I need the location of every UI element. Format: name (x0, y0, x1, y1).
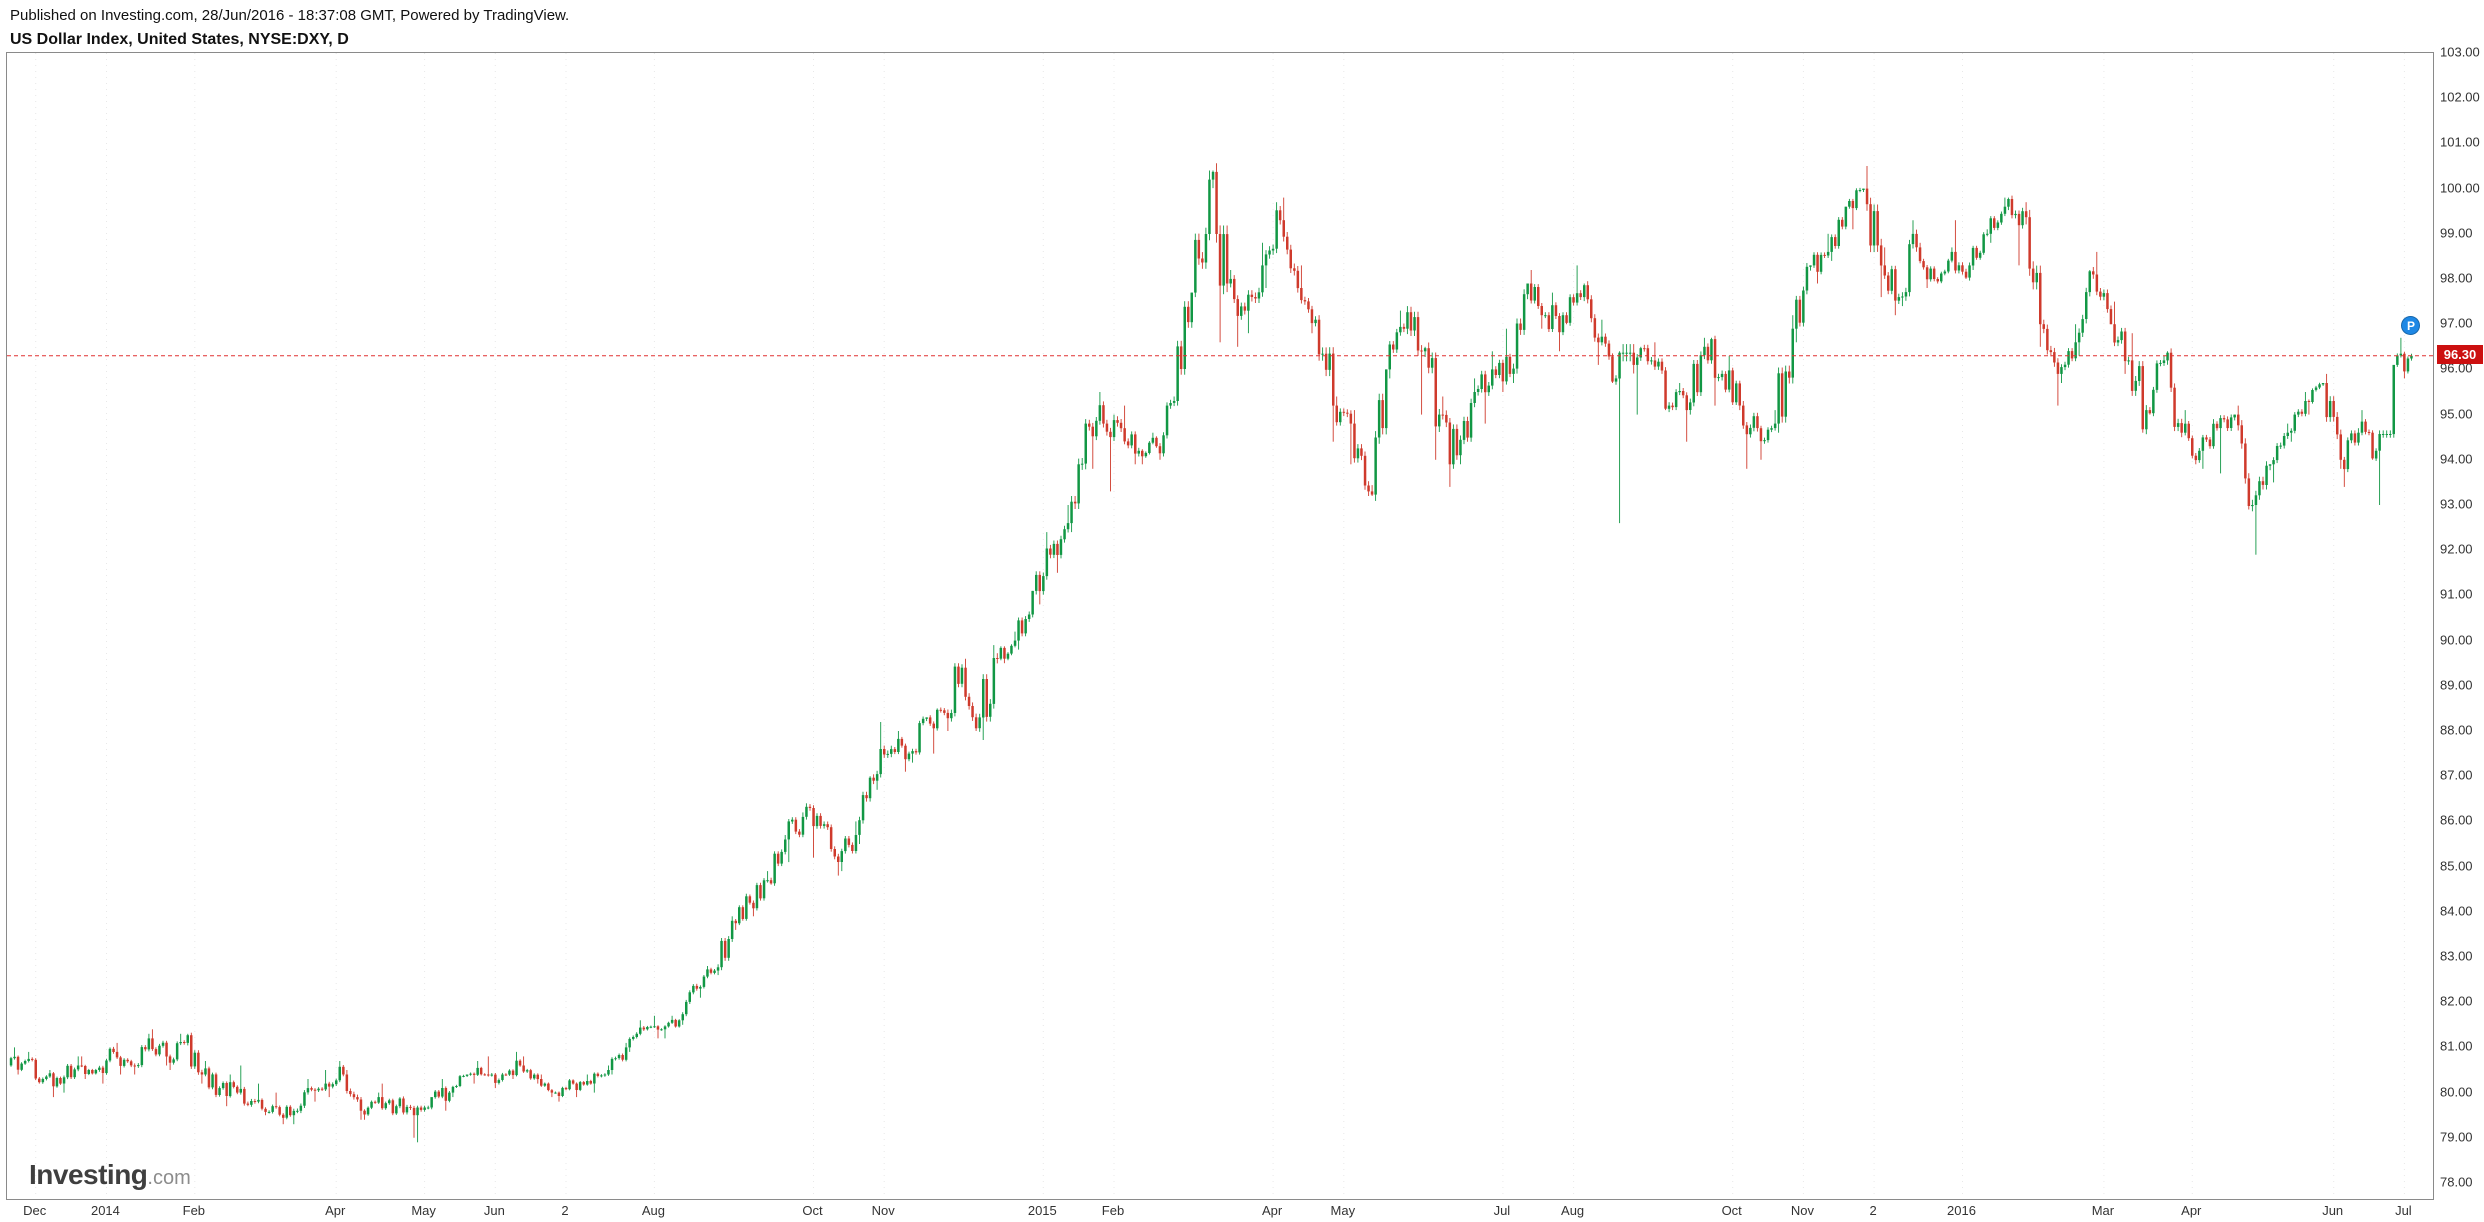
time-tick-label: Apr (1261, 1203, 1283, 1218)
price-axis[interactable]: 103.00 102.00 101.00 100.00 99.00 98.00 97.00 9… (2440, 45, 2484, 1200)
time-tick-label: Dec (23, 1203, 47, 1218)
time-tick-label: 2014 (90, 1203, 120, 1218)
price-tick-label: 84.00 (2440, 903, 2473, 919)
time-tick-label: Apr (325, 1203, 346, 1218)
price-tick-label: 78.00 (2440, 1174, 2473, 1190)
time-tick-label: 2016 (1947, 1203, 1976, 1218)
time-tick-label: Oct (802, 1203, 823, 1218)
time-tick-label: 2 (561, 1203, 569, 1218)
time-tick-label: Nov (1790, 1203, 1814, 1218)
price-tick-label: 101.00 (2440, 134, 2480, 150)
time-tick-label: 2 (1869, 1203, 1877, 1218)
candlestick-chart[interactable] (7, 53, 2433, 1199)
time-tick-label: Apr (2181, 1203, 2202, 1218)
price-tick-label: 99.00 (2440, 225, 2473, 241)
time-tick-label: Jun (2322, 1203, 2344, 1218)
investing-logo: Investing.com (29, 1159, 191, 1191)
price-tick-label: 96.00 (2440, 360, 2473, 376)
price-tick-label: 85.00 (2440, 858, 2473, 874)
publisher-marker[interactable]: P (2401, 316, 2421, 336)
time-tick-label: Jun (483, 1203, 505, 1218)
price-tick-label: 79.00 (2440, 1129, 2473, 1145)
time-tick-label: Mar (2091, 1203, 2115, 1218)
price-tick-label: 92.00 (2440, 541, 2473, 557)
price-tick-label: 87.00 (2440, 767, 2473, 783)
price-tick-label: 91.00 (2440, 586, 2473, 602)
investing-logo-suffix: .com (147, 1167, 191, 1189)
time-tick-label: Aug (1561, 1203, 1585, 1218)
time-tick-label: Feb (182, 1203, 206, 1218)
price-tick-label: 90.00 (2440, 632, 2473, 648)
price-tick-label: 93.00 (2440, 496, 2473, 512)
price-tick-label: 89.00 (2440, 677, 2473, 693)
price-tick-label: 102.00 (2440, 89, 2480, 105)
time-tick-label: 2015 (1027, 1203, 1057, 1218)
time-tick-label: Nov (871, 1203, 895, 1218)
time-tick-label: Jul (2395, 1203, 2412, 1218)
price-tick-label: 86.00 (2440, 812, 2473, 828)
investing-logo-brand: Investing (29, 1159, 148, 1190)
time-tick-label: Oct (1721, 1203, 1742, 1218)
time-axis[interactable]: Dec 2014 Feb Apr May Jun 2 Aug Oct Nov 2015 Feb Apr M… (6, 1203, 2434, 1221)
price-tick-label: 88.00 (2440, 722, 2473, 738)
time-tick-label: Feb (1101, 1203, 1125, 1218)
price-tick-label: 94.00 (2440, 451, 2473, 467)
price-tick-label: 80.00 (2440, 1084, 2473, 1100)
instrument-title: US Dollar Index, United States, NYSE:DXY… (10, 31, 349, 48)
time-tick-label: Aug (641, 1203, 665, 1218)
price-tick-label: 95.00 (2440, 406, 2473, 422)
chart-header: Published on Investing.com, 28/Jun/2016 … (10, 7, 569, 49)
published-line: Published on Investing.com, 28/Jun/2016 … (10, 7, 570, 24)
price-tick-label: 98.00 (2440, 270, 2473, 286)
price-tick-label: 100.00 (2440, 180, 2480, 196)
time-tick-label: May (1330, 1203, 1356, 1218)
price-tick-label: 97.00 (2440, 315, 2473, 331)
price-tick-label: 81.00 (2440, 1038, 2473, 1054)
price-tick-label: 82.00 (2440, 993, 2473, 1009)
time-tick-label: May (411, 1203, 436, 1218)
price-tick-label: 83.00 (2440, 948, 2473, 964)
chart-plot-area[interactable]: Investing.com (6, 52, 2434, 1200)
time-tick-label: Jul (1493, 1203, 1511, 1218)
last-price-badge: 96.30 (2437, 345, 2483, 365)
price-tick-label: 103.00 (2440, 44, 2480, 60)
